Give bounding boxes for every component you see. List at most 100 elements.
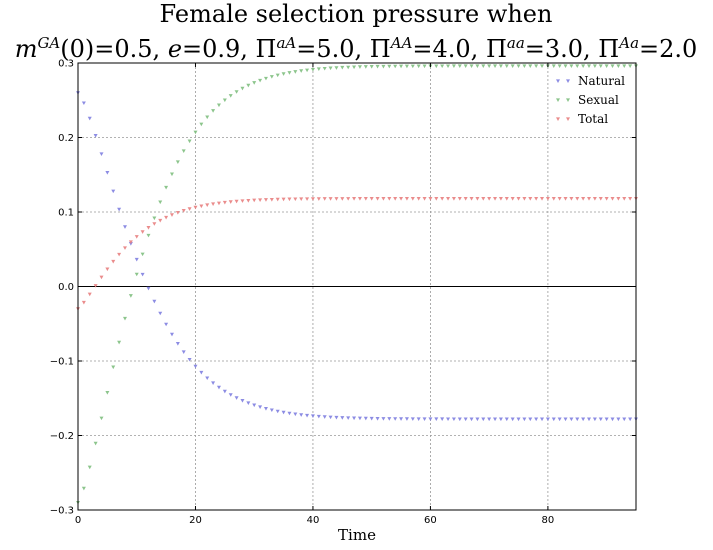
data-point-natural xyxy=(528,417,533,422)
data-point-total xyxy=(111,259,116,264)
title-part-11: Aa xyxy=(617,34,639,52)
data-point-natural xyxy=(81,101,86,106)
data-point-natural xyxy=(493,417,498,422)
data-point-total xyxy=(604,196,609,201)
data-point-natural xyxy=(222,389,227,394)
data-point-sexual xyxy=(310,67,315,72)
data-point-sexual xyxy=(387,64,392,69)
data-point-sexual xyxy=(117,340,122,345)
data-point-total xyxy=(416,196,421,201)
data-point-sexual xyxy=(375,64,380,69)
data-point-sexual xyxy=(122,316,127,321)
data-point-sexual xyxy=(205,115,210,120)
data-point-natural xyxy=(622,417,627,422)
data-point-natural xyxy=(205,376,210,381)
data-point-natural xyxy=(504,417,509,422)
data-point-total xyxy=(334,197,339,201)
data-point-total xyxy=(434,196,439,201)
data-point-sexual xyxy=(246,83,251,88)
data-point-total xyxy=(381,197,386,201)
data-point-natural xyxy=(263,407,268,411)
legend-marker-total xyxy=(566,117,570,121)
data-point-natural xyxy=(164,322,169,327)
data-point-natural xyxy=(299,413,304,417)
data-point-sexual xyxy=(87,465,92,470)
legend-label-total: Total xyxy=(578,112,608,126)
data-point-sexual xyxy=(434,64,439,69)
data-point-sexual xyxy=(393,64,398,69)
data-point-natural xyxy=(240,399,245,403)
y-tick-label: 0.3 xyxy=(58,59,74,70)
data-point-sexual xyxy=(592,64,597,68)
chart-title-line1: Female selection pressure when xyxy=(160,0,553,28)
data-point-sexual xyxy=(334,66,339,70)
data-point-sexual xyxy=(252,81,257,85)
data-point-total xyxy=(557,196,562,201)
data-point-sexual xyxy=(299,69,304,73)
data-point-sexual xyxy=(528,64,533,68)
data-point-sexual xyxy=(140,252,145,257)
data-point-total xyxy=(387,197,392,201)
data-point-total xyxy=(181,209,186,213)
data-point-sexual xyxy=(234,90,239,94)
data-point-total xyxy=(340,197,345,201)
data-point-total xyxy=(440,196,445,201)
data-point-sexual xyxy=(616,64,621,68)
y-tick-label: 0.0 xyxy=(58,282,74,293)
data-point-total xyxy=(134,235,139,239)
data-point-natural xyxy=(563,417,568,422)
chart-title-line2: mGA(0)=0.5, e=0.9, ΠaA=5.0, ΠAA=4.0, Πaa… xyxy=(15,34,698,63)
data-point-sexual xyxy=(128,294,133,298)
legend-label-sexual: Sexual xyxy=(578,93,619,107)
data-point-natural xyxy=(399,417,404,421)
data-point-natural xyxy=(551,417,556,422)
data-point-sexual xyxy=(475,64,480,69)
data-point-total xyxy=(493,196,498,201)
data-point-natural xyxy=(487,417,492,422)
data-point-natural xyxy=(287,411,292,416)
data-point-total xyxy=(598,196,603,201)
plot-area: 0 20 40 60 80 −0.3 −0.2 −0.1 0.0 0.1 0.2 0.3 xyxy=(50,59,638,526)
data-point-sexual xyxy=(305,68,310,73)
data-point-natural xyxy=(516,417,521,422)
data-point-total xyxy=(399,197,404,201)
data-point-sexual xyxy=(352,65,357,70)
data-point-total xyxy=(487,196,492,201)
data-point-natural xyxy=(93,134,98,138)
data-point-natural xyxy=(117,207,122,212)
data-point-natural xyxy=(475,417,480,422)
data-point-total xyxy=(516,196,521,201)
data-point-total xyxy=(451,196,456,201)
data-point-natural xyxy=(193,364,198,369)
data-point-total xyxy=(316,197,321,201)
data-point-total xyxy=(352,197,357,201)
data-point-natural xyxy=(581,417,586,422)
data-point-total xyxy=(140,230,145,234)
data-point-total xyxy=(105,267,110,272)
data-point-natural xyxy=(387,417,392,421)
data-point-natural xyxy=(140,272,145,277)
data-point-total xyxy=(234,199,239,204)
data-point-natural xyxy=(498,417,503,422)
data-point-natural xyxy=(105,171,110,175)
data-point-natural xyxy=(346,416,351,420)
data-point-total xyxy=(404,197,409,201)
data-point-sexual xyxy=(175,160,180,164)
data-point-natural xyxy=(616,417,621,422)
title-part-1: GA xyxy=(37,34,60,52)
data-point-natural xyxy=(134,257,139,262)
x-tick-label: 0 xyxy=(75,515,81,526)
data-point-natural xyxy=(258,405,263,409)
x-tick-label: 60 xyxy=(424,515,437,526)
data-point-total xyxy=(164,215,169,220)
legend: Natural Sexual Total xyxy=(556,74,625,126)
data-point-total xyxy=(510,196,515,201)
data-point-natural xyxy=(146,286,151,291)
data-point-total xyxy=(269,197,274,202)
data-point-natural xyxy=(457,417,462,422)
data-point-sexual xyxy=(457,64,462,69)
data-point-total xyxy=(175,210,180,215)
data-point-sexual xyxy=(463,64,468,69)
data-point-sexual xyxy=(493,64,498,68)
y-tick-label: 0.1 xyxy=(58,208,74,219)
